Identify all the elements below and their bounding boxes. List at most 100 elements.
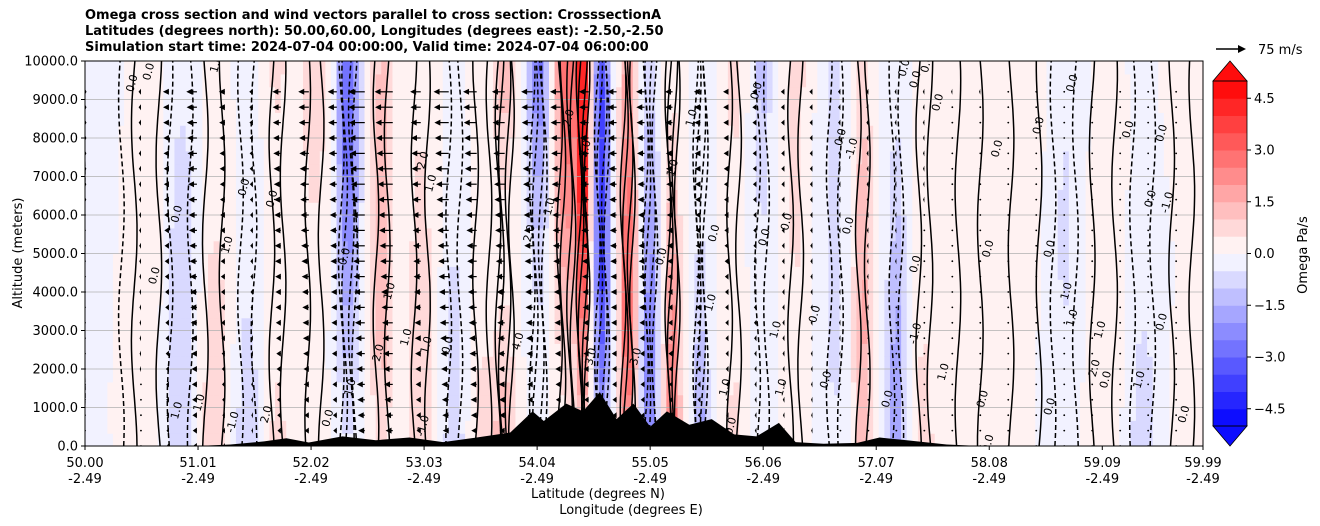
omega-cell [319, 61, 326, 75]
omega-cell [263, 99, 271, 113]
omega-cell [392, 73, 399, 88]
omega-cell [364, 240, 371, 255]
omega-cell [727, 292, 735, 306]
omega-cell [929, 227, 936, 242]
omega-cell [750, 253, 757, 267]
omega-cell [398, 369, 405, 383]
omega-cell [962, 215, 969, 229]
omega-cell [224, 253, 231, 267]
omega-cell [917, 138, 925, 152]
omega-cell [425, 61, 433, 75]
omega-cell [174, 304, 181, 319]
omega-cell [957, 189, 964, 203]
omega-cell [789, 317, 796, 332]
omega-cell [878, 227, 885, 242]
omega-cell [392, 215, 399, 229]
omega-cell [152, 99, 159, 113]
omega-cell [180, 381, 187, 396]
omega-cell [901, 330, 908, 344]
omega-cell [140, 381, 148, 396]
omega-cell [124, 304, 131, 319]
omega-cell [336, 381, 343, 396]
omega-cell [940, 394, 947, 409]
omega-cell [442, 433, 449, 446]
omega-cell [984, 292, 992, 306]
omega-cell [683, 138, 690, 152]
omega-cell [766, 292, 774, 306]
omega-cell [722, 304, 729, 319]
omega-cell [403, 189, 410, 203]
omega-cell [90, 189, 97, 203]
omega-cell [135, 407, 142, 421]
omega-cell [90, 86, 97, 101]
omega-cell [766, 86, 774, 101]
omega-cell [174, 138, 181, 152]
omega-cell [336, 394, 343, 409]
omega-cell [604, 253, 612, 267]
omega-cell [789, 227, 796, 242]
omega-cell [627, 150, 634, 165]
omega-cell [152, 394, 159, 409]
omega-cell [984, 176, 992, 190]
omega-cell [862, 163, 869, 178]
omega-cell [347, 381, 354, 396]
omega-cell [778, 189, 785, 203]
omega-cell [297, 407, 304, 421]
omega-cell [884, 292, 891, 306]
omega-cell [521, 266, 528, 280]
omega-cell [912, 266, 919, 280]
omega-cell [180, 138, 187, 152]
omega-cell [129, 279, 136, 293]
omega-cell [917, 163, 925, 178]
omega-cell [828, 369, 835, 383]
omega-cell [856, 240, 863, 255]
omega-cell [588, 343, 595, 357]
omega-cell [744, 407, 751, 421]
omega-cell [85, 150, 92, 165]
omega-cell [884, 176, 891, 190]
omega-cell [85, 317, 92, 332]
omega-cell [286, 99, 293, 113]
omega-cell [414, 150, 421, 165]
omega-cell [822, 279, 830, 293]
omega-cell [850, 125, 858, 139]
omega-cell [325, 61, 332, 75]
omega-cell [778, 202, 785, 216]
omega-cell [308, 420, 315, 434]
omega-cell [107, 150, 114, 165]
omega-cell [112, 369, 120, 383]
omega-cell [750, 61, 757, 75]
omega-cell [705, 266, 712, 280]
omega-cell [806, 240, 813, 255]
omega-cell [157, 150, 164, 165]
omega-cell [817, 407, 824, 421]
omega-cell [498, 138, 505, 152]
omega-cell [481, 343, 489, 357]
omega-cell [968, 420, 975, 434]
omega-cell [694, 330, 701, 344]
omega-cell [934, 279, 941, 293]
omega-cell [425, 163, 433, 178]
omega-cell [800, 99, 807, 113]
omega-cell [314, 73, 321, 88]
omega-cell [984, 304, 992, 319]
omega-cell [565, 86, 572, 101]
omega-cell [906, 99, 913, 113]
omega-cell [146, 150, 153, 165]
omega-cell [666, 61, 673, 75]
omega-cell [543, 112, 550, 126]
omega-cell [660, 317, 667, 332]
omega-cell [498, 240, 505, 255]
omega-cell [107, 138, 114, 152]
omega-cell [342, 381, 349, 396]
omega-cell [168, 433, 176, 446]
omega-cell [308, 112, 315, 126]
omega-cell [336, 125, 343, 139]
omega-cell [515, 138, 522, 152]
omega-cell [319, 176, 326, 190]
omega-cell [403, 356, 410, 370]
omega-cell [1012, 292, 1020, 306]
omega-cell [347, 304, 354, 319]
omega-cell [85, 279, 92, 293]
omega-cell [448, 266, 455, 280]
